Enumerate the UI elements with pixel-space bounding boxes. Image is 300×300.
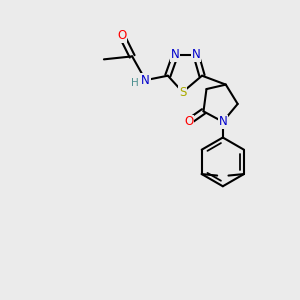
- Text: H: H: [131, 77, 139, 88]
- Text: N: N: [218, 115, 227, 128]
- Text: O: O: [184, 115, 193, 128]
- Text: N: N: [192, 48, 200, 62]
- Text: S: S: [179, 85, 186, 98]
- Text: N: N: [171, 48, 180, 62]
- Text: O: O: [117, 29, 126, 42]
- Text: N: N: [141, 74, 150, 87]
